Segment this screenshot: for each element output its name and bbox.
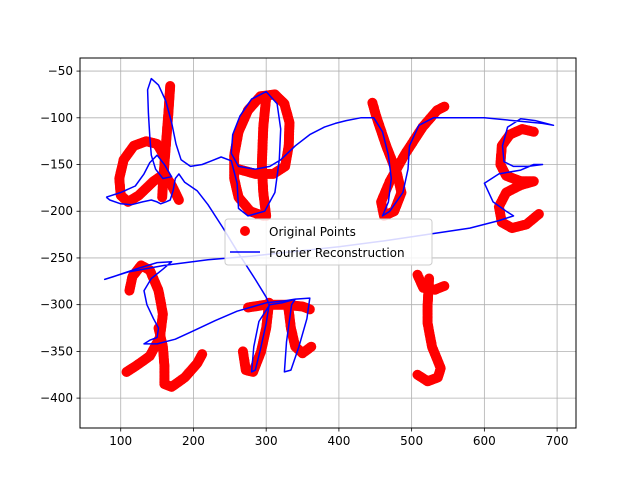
original-point (439, 280, 450, 291)
x-tick-label: 600 (473, 434, 496, 448)
original-point (412, 369, 423, 380)
original-point (121, 366, 132, 377)
original-point (237, 346, 248, 357)
original-point (306, 341, 317, 352)
x-tick-label: 500 (400, 434, 423, 448)
original-point (173, 195, 184, 206)
legend: Original Points Fourier Reconstruction (224, 218, 433, 266)
legend-label-fourier-reconstruction: Fourier Reconstruction (269, 246, 405, 260)
plot-frame (79, 57, 577, 429)
y-tick-label: −200 (40, 204, 73, 218)
y-tick-label: −50 (48, 64, 73, 78)
legend-marker-original-points (240, 226, 250, 236)
legend-box (224, 218, 433, 266)
y-tick-label: −250 (40, 251, 73, 265)
y-tick-label: −350 (40, 344, 73, 358)
original-point (124, 285, 135, 296)
original-point (157, 192, 168, 203)
y-tick-label: −150 (40, 158, 73, 172)
legend-label-original-points: Original Points (269, 225, 356, 239)
y-tick-label: −300 (40, 298, 73, 312)
fourier-reconstruction-series (103, 77, 555, 373)
original-point (197, 349, 208, 360)
original-points-series (114, 81, 544, 392)
original-point (533, 209, 544, 220)
x-tick-label: 100 (109, 434, 132, 448)
x-tick-label: 300 (255, 434, 278, 448)
x-tick-label: 400 (327, 434, 350, 448)
x-tick-label: 700 (546, 434, 569, 448)
original-point (304, 304, 315, 315)
y-tick-label: −100 (40, 111, 73, 125)
fourier-reconstruction-line (103, 77, 555, 373)
original-point (439, 101, 450, 112)
x-tick-label: 200 (182, 434, 205, 448)
axis-ticks: 100 200 300 400 500 600 700 −50 −100 −150 −200 −250… (40, 64, 569, 448)
y-tick-label: −400 (40, 391, 73, 405)
original-point (261, 210, 272, 221)
